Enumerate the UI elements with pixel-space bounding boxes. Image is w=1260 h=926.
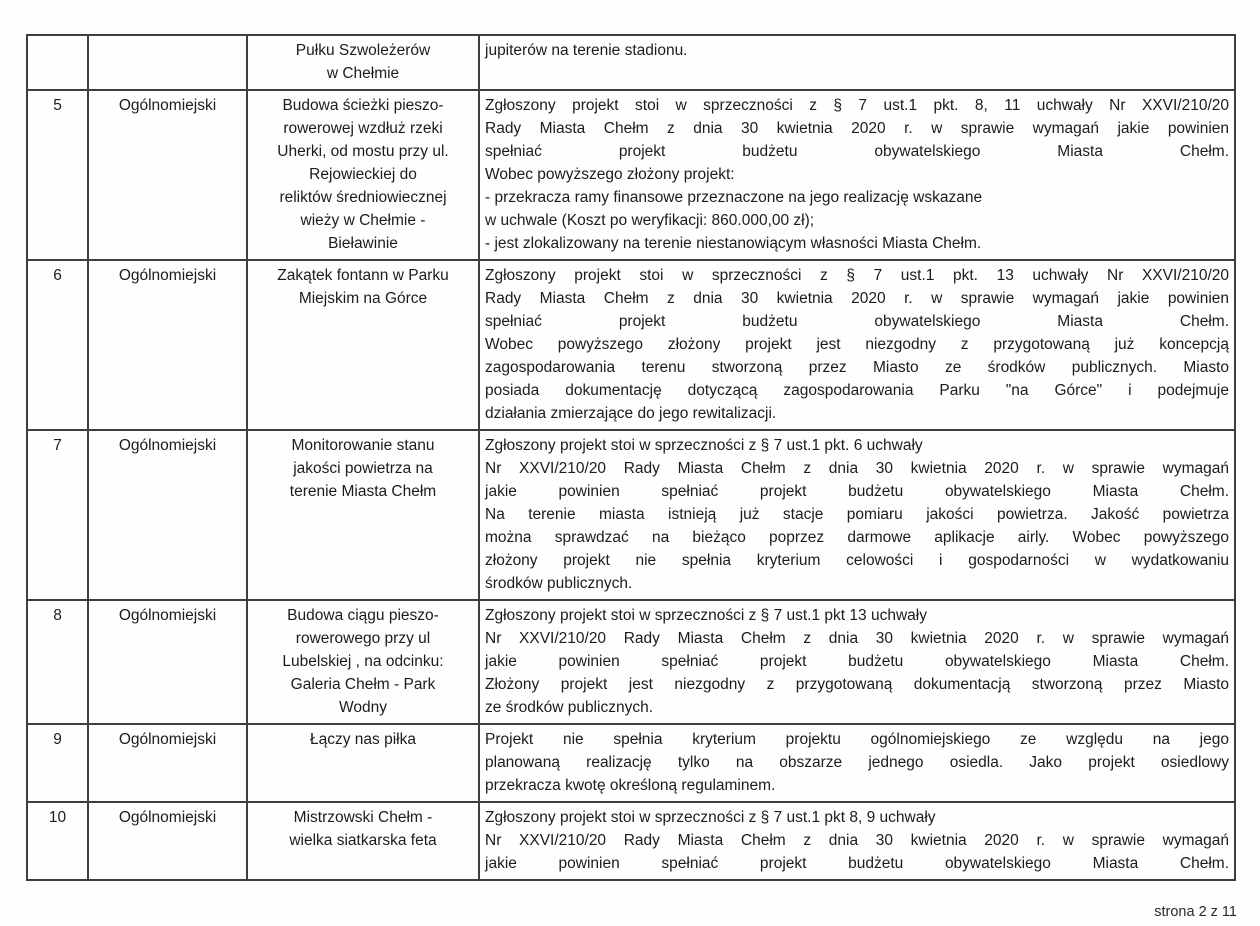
justification-line: Projekt nie spełnia kryterium projektu o… xyxy=(485,731,1229,748)
justification-line: jupiterów na terenie stadionu. xyxy=(485,42,688,59)
justification-line: można sprawdzać na bieżąco poprzez darmo… xyxy=(485,529,1229,546)
justification-line: - jest zlokalizowany na terenie niestano… xyxy=(485,235,982,252)
justification-line: Rady Miasta Chełm z dnia 30 kwietnia 202… xyxy=(485,290,1229,307)
table-row: 6 Ogólnomiejski Zakątek fontann w Parku Mie… xyxy=(26,259,1236,431)
project-name-line: Budowa ścieżki pieszo- xyxy=(282,97,444,114)
table-row: 8 Ogólnomiejski Budowa ciągu pieszo-rowero… xyxy=(26,599,1236,725)
project-name-line: Pułku Szwoleżerów xyxy=(295,42,431,59)
row-number-cell: 9 xyxy=(26,723,89,803)
row-type-cell: Ogólnomiejski xyxy=(87,599,248,725)
justification-line: jakie powinien spełniać projekt budżetu … xyxy=(485,855,1229,872)
justification-line: Zgłoszony projekt stoi w sprzeczności z … xyxy=(485,607,927,624)
justification-line: planowaną realizację tylko na obszarze j… xyxy=(485,754,1229,771)
justification-line: środków publicznych. xyxy=(485,575,633,592)
justification-line: Zgłoszony projekt stoi w sprzeczności z … xyxy=(485,267,1229,284)
justification-line: Nr XXVI/210/20 Rady Miasta Chełm z dnia … xyxy=(485,832,1229,849)
row-number-cell: 6 xyxy=(26,259,89,431)
row-number-cell xyxy=(26,34,89,91)
project-name-line: Uherki, od mostu przy ul. xyxy=(277,143,449,160)
project-name-cell: Budowa ścieżki pieszo-rowerowej wzdłuż r… xyxy=(246,89,480,261)
justification-line: Nr XXVI/210/20 Rady Miasta Chełm z dnia … xyxy=(485,630,1229,647)
justification-line: Zgłoszony projekt stoi w sprzeczności z … xyxy=(485,437,923,454)
row-type-cell: Ogólnomiejski xyxy=(87,259,248,431)
row-number-cell: 5 xyxy=(26,89,89,261)
row-type-cell: Ogólnomiejski xyxy=(87,723,248,803)
justification-line: spełniać projekt budżetu obywatelskiego … xyxy=(485,313,1229,330)
project-name-line: w Chełmie xyxy=(326,65,400,82)
row-type-cell: Ogólnomiejski xyxy=(87,801,248,881)
project-name-line: reliktów średniowiecznej xyxy=(279,189,447,206)
justification-line: jakie powinien spełniać projekt budżetu … xyxy=(485,653,1229,670)
table-row: 7 Ogólnomiejski Monitorowanie stanu jakości… xyxy=(26,429,1236,601)
table-row: 5 Ogólnomiejski Budowa ścieżki pieszo-rowe… xyxy=(26,89,1236,261)
justification-line: przekracza kwotę określoną regulaminem. xyxy=(485,777,776,794)
project-name-line: Budowa ciągu pieszo- xyxy=(287,607,439,624)
row-number-cell: 7 xyxy=(26,429,89,601)
justification-line: Wobec powyższego złożony projekt: xyxy=(485,166,735,183)
project-name-cell: Łączy nas piłka xyxy=(246,723,480,803)
row-number-cell: 8 xyxy=(26,599,89,725)
project-name-line: Rejowieckiej do xyxy=(309,166,417,183)
project-name-line: jakości powietrza na xyxy=(293,460,433,477)
justification-line: Rady Miasta Chełm z dnia 30 kwietnia 202… xyxy=(485,120,1229,137)
table-row: Pułku Szwoleżerów w Chełmie jupiterów na t… xyxy=(26,34,1236,91)
project-name-line: Lubelskiej , na odcinku: xyxy=(282,653,444,670)
justification-line: w uchwale (Koszt po weryfikacji: 860.000… xyxy=(485,212,815,229)
project-name-line: rowerowego przy ul xyxy=(295,630,431,647)
project-name-line: Łączy nas piłka xyxy=(310,731,416,748)
justification-cell: Projekt nie spełnia kryterium projektu o… xyxy=(478,723,1236,803)
justification-cell: Zgłoszony projekt stoi w sprzeczności z … xyxy=(478,89,1236,261)
project-name-line: Miejskim na Górce xyxy=(298,290,428,307)
justification-cell: Zgłoszony projekt stoi w sprzeczności z … xyxy=(478,259,1236,431)
row-type-cell: Ogólnomiejski xyxy=(87,429,248,601)
justification-cell: Zgłoszony projekt stoi w sprzeczności z … xyxy=(478,801,1236,881)
justification-line: jakie powinien spełniać projekt budżetu … xyxy=(485,483,1229,500)
project-name-line: Wodny xyxy=(339,699,387,716)
project-name-cell: Pułku Szwoleżerów w Chełmie xyxy=(246,34,480,91)
project-name-line: Bieławinie xyxy=(328,235,398,252)
row-type-cell xyxy=(87,34,248,91)
project-name-line: wielka siatkarska feta xyxy=(289,832,437,849)
justification-line: - przekracza ramy finansowe przeznaczone… xyxy=(485,189,983,206)
project-name-line: rowerowej wzdłuż rzeki xyxy=(283,120,443,137)
project-name-cell: Monitorowanie stanu jakości powietrza na t… xyxy=(246,429,480,601)
justification-line: Zgłoszony projekt stoi w sprzeczności z … xyxy=(485,809,936,826)
justification-line: posiada dokumentację dotyczącą zagospoda… xyxy=(485,382,1229,399)
justification-line: Zgłoszony projekt stoi w sprzeczności z … xyxy=(485,97,1229,114)
justification-line: działania zmierzające do jego rewitaliza… xyxy=(485,405,777,422)
project-name-line: terenie Miasta Chełm xyxy=(289,483,437,500)
project-name-line: Mistrzowski Chełm - xyxy=(293,809,433,826)
justification-line: Złożony projekt jest niezgodny z przygot… xyxy=(485,676,1229,693)
project-name-line: Galeria Chełm - Park xyxy=(290,676,436,693)
row-number-cell: 10 xyxy=(26,801,89,881)
project-name-cell: Budowa ciągu pieszo-rowerowego przy ul Lu… xyxy=(246,599,480,725)
table-row: 9 Ogólnomiejski Łączy nas piłka Projekt nie… xyxy=(26,723,1236,803)
project-name-cell: Zakątek fontann w Parku Miejskim na Górce xyxy=(246,259,480,431)
justification-line: zagospodarowania terenu stworzoną przez … xyxy=(485,359,1229,376)
justification-line: Nr XXVI/210/20 Rady Miasta Chełm z dnia … xyxy=(485,460,1229,477)
row-type-cell: Ogólnomiejski xyxy=(87,89,248,261)
project-name-line: Monitorowanie stanu xyxy=(291,437,435,454)
page-number: strona 2 z 11 xyxy=(1154,904,1237,920)
justification-line: Wobec powyższego złożony projekt jest ni… xyxy=(485,336,1229,353)
project-name-line: wieży w Chełmie - xyxy=(300,212,426,229)
justification-line: złożony projekt nie spełnia kryterium ce… xyxy=(485,552,1229,569)
projects-table: Pułku Szwoleżerów w Chełmie jupiterów na t… xyxy=(26,34,1236,881)
project-name-line: Zakątek fontann w Parku xyxy=(277,267,449,284)
justification-line: Na terenie miasta istnieją już stacje po… xyxy=(485,506,1229,523)
justification-cell: Zgłoszony projekt stoi w sprzeczności z … xyxy=(478,599,1236,725)
justification-line: ze środków publicznych. xyxy=(485,699,653,716)
projects-table-body: Pułku Szwoleżerów w Chełmie jupiterów na t… xyxy=(26,34,1236,881)
project-name-cell: Mistrzowski Chełm - wielka siatkarska fet… xyxy=(246,801,480,881)
justification-cell: Zgłoszony projekt stoi w sprzeczności z … xyxy=(478,429,1236,601)
table-row: 10 Ogólnomiejski Mistrzowski Chełm - wielka… xyxy=(26,801,1236,881)
justification-line: spełniać projekt budżetu obywatelskiego … xyxy=(485,143,1229,160)
justification-cell: jupiterów na terenie stadionu. xyxy=(478,34,1236,91)
